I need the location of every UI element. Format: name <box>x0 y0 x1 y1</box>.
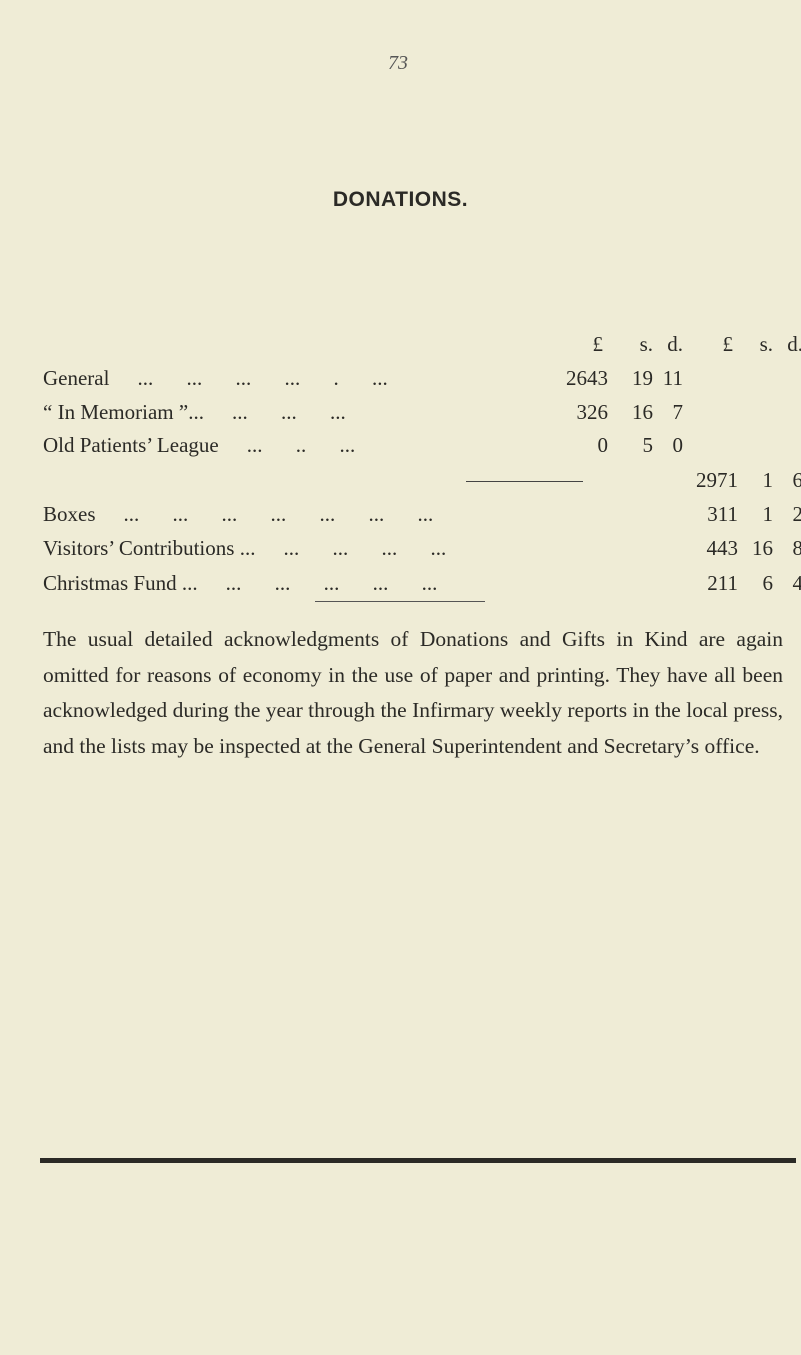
row-label: Visitors’ Contributions ... <box>43 536 256 560</box>
shillings: 1 <box>762 502 774 526</box>
row-label: Boxes <box>43 502 96 526</box>
pounds: 311 <box>707 502 738 526</box>
subtotal-rule <box>466 481 583 482</box>
pence: 6 <box>792 468 801 492</box>
row-label: Old Patients’ League <box>43 433 219 457</box>
dot-leader: ... ... ... <box>231 400 346 424</box>
pence: 4 <box>792 571 801 595</box>
page-title: DONATIONS. <box>332 188 469 211</box>
dot-leader: ... .. ... <box>246 433 356 457</box>
dot-leader: ... ... ... ... ... <box>225 571 438 595</box>
table-row: Visitors’ Contributions ... ... ... ... … <box>43 536 801 566</box>
header-pounds: £ <box>592 332 604 356</box>
table-row: Old Patients’ League ... .. ... 0 5 0 <box>43 433 801 463</box>
shillings: 16 <box>752 536 773 560</box>
pence: 11 <box>662 366 683 390</box>
table-row: General ... ... ... ... . ... 2643 19 11 <box>43 366 801 396</box>
shillings: 1 <box>762 468 774 492</box>
pounds: 211 <box>707 571 738 595</box>
row-label: Christmas Fund ... <box>43 571 198 595</box>
pence: 7 <box>672 400 684 424</box>
dot-leader: ... ... ... ... ... ... ... <box>123 502 434 526</box>
pence: 0 <box>672 433 684 457</box>
pence: 8 <box>792 536 801 560</box>
header-pence: d. <box>667 332 683 356</box>
header-pence-total: d. <box>787 332 801 356</box>
pounds: 2971 <box>696 468 738 492</box>
section-divider <box>315 601 485 602</box>
pounds: 326 <box>576 400 609 424</box>
shillings: 6 <box>762 571 774 595</box>
pounds: 443 <box>706 536 739 560</box>
column-headers: £ s. d. £ s. d. <box>43 332 801 362</box>
acknowledgments-paragraph: The usual detailed acknowledgments of Do… <box>43 627 783 758</box>
pence: 2 <box>792 502 801 526</box>
page-number: 73 <box>388 52 408 74</box>
shillings: 5 <box>642 433 654 457</box>
pounds: 0 <box>597 433 609 457</box>
header-shillings-total: s. <box>759 332 773 356</box>
shillings: 19 <box>632 366 653 390</box>
pounds: 2643 <box>566 366 608 390</box>
subtotal-row: 2971 1 6 <box>43 468 801 498</box>
table-row: Christmas Fund ... ... ... ... ... ... 2… <box>43 571 801 601</box>
table-row: “ In Memoriam ”... ... ... ... 326 16 7 <box>43 400 801 430</box>
row-label: General <box>43 366 110 390</box>
bottom-rule <box>40 1158 796 1163</box>
shillings: 16 <box>632 400 653 424</box>
table-row: Boxes ... ... ... ... ... ... ... 311 1 … <box>43 502 801 532</box>
dot-leader: ... ... ... ... <box>283 536 447 560</box>
row-label: “ In Memoriam ”... <box>43 400 204 424</box>
dot-leader: ... ... ... ... . ... <box>137 366 388 390</box>
header-shillings: s. <box>639 332 653 356</box>
header-pounds-total: £ <box>722 332 734 356</box>
